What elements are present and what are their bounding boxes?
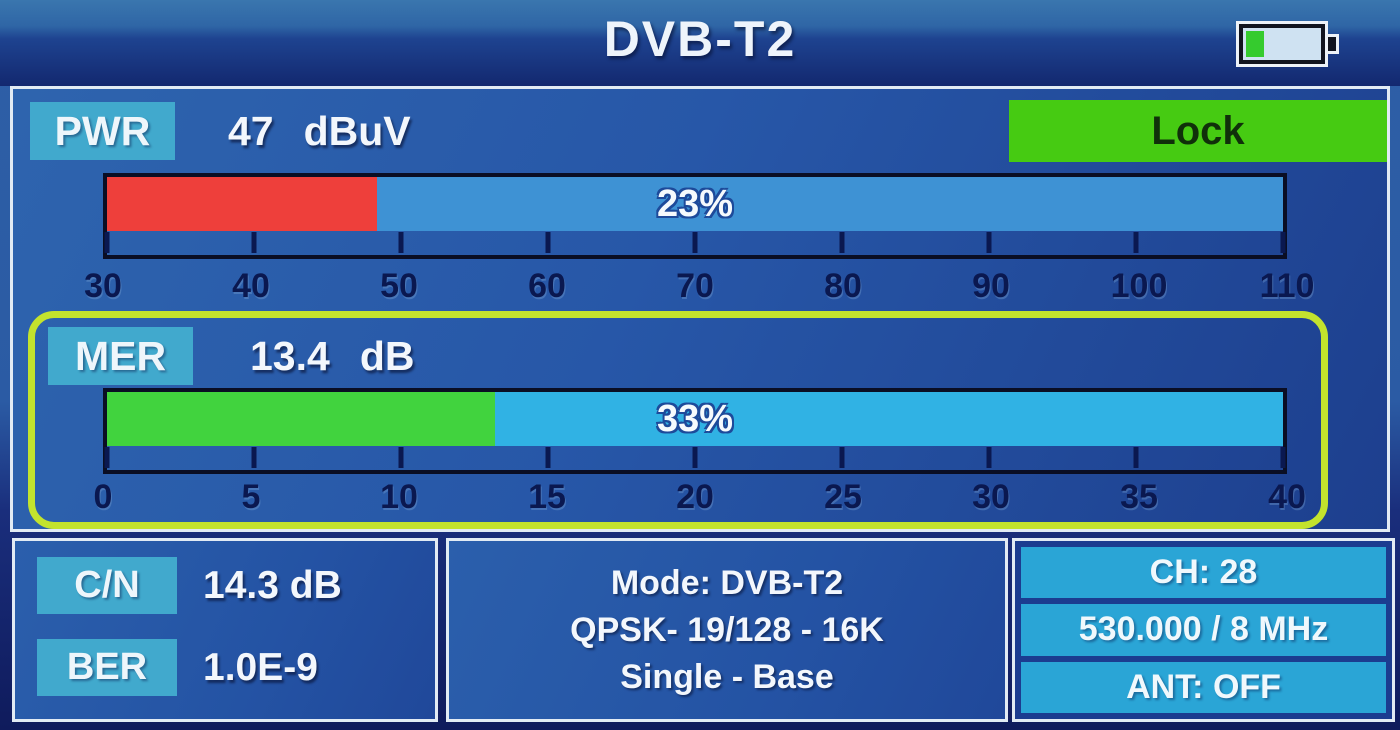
tick-mark [986, 232, 992, 253]
pwr-tick-strip [104, 231, 1286, 255]
tick-mark [104, 232, 110, 253]
scale-label: 35 [1120, 478, 1158, 516]
tick-mark [1280, 447, 1286, 468]
scale-label: 10 [380, 478, 418, 516]
scale-label: 40 [1268, 478, 1306, 516]
cn-value: 14.3 dB [203, 564, 342, 607]
tick-mark [398, 232, 404, 253]
mer-scale: 0 5 10 15 20 25 30 35 40 [94, 478, 1306, 516]
pwr-value-number: 47 [228, 108, 274, 154]
pwr-value-unit: dBuV [303, 108, 411, 154]
mer-bar: 33% [103, 388, 1287, 474]
pwr-bar: 23% [103, 173, 1287, 259]
scale-label: 25 [824, 478, 862, 516]
scale-label: 60 [528, 267, 566, 305]
tick-mark [692, 447, 698, 468]
scale-label: 5 [241, 478, 261, 516]
mer-bar-fill [107, 392, 496, 446]
battery-body [1239, 24, 1325, 64]
scale-label: 110 [1259, 267, 1315, 305]
mer-value: 13.4 dB [250, 327, 414, 385]
scale-label: 50 [380, 267, 418, 305]
tick-mark [104, 447, 110, 468]
pwr-bar-track: 23% [107, 177, 1283, 231]
battery-fill [1246, 31, 1264, 57]
pwr-bar-fill [107, 177, 378, 231]
tick-mark [1280, 232, 1286, 253]
pwr-value: 47 dBuV [228, 102, 411, 160]
mode-info-panel: Mode: DVB-T2 QPSK- 19/128 - 16K Single -… [446, 538, 1008, 722]
mer-bar-track: 33% [107, 392, 1283, 446]
scale-label: 30 [84, 267, 122, 305]
metering-panel: PWR 47 dBuV Lock 23% 30 40 50 60 70 80 90 100 110… [10, 86, 1390, 532]
pwr-scale: 30 40 50 60 70 80 90 100 110 [84, 267, 1314, 305]
cn-label-badge: C/N [37, 557, 177, 614]
scale-label: 100 [1110, 267, 1168, 305]
tick-mark [692, 232, 698, 253]
mer-highlight-group: MER 13.4 dB 33% 0 5 10 15 20 25 30 35 40 [28, 311, 1328, 529]
pwr-label-badge: PWR [30, 102, 175, 160]
battery-icon [1236, 21, 1339, 67]
tick-mark [839, 447, 845, 468]
tick-mark [986, 447, 992, 468]
antenna-power-row: ANT: OFF [1021, 661, 1386, 713]
page-title: DVB-T2 [603, 11, 797, 67]
scale-label: 40 [232, 267, 270, 305]
tick-mark [398, 447, 404, 468]
mer-label-badge: MER [48, 327, 193, 385]
frequency-row: 530.000 / 8 MHz [1021, 604, 1386, 656]
tick-mark [545, 232, 551, 253]
ber-value: 1.0E-9 [203, 646, 318, 689]
tick-mark [839, 232, 845, 253]
tick-mark [545, 447, 551, 468]
lock-status-badge: Lock [1009, 100, 1387, 162]
scale-label: 80 [824, 267, 862, 305]
mer-tick-strip [104, 446, 1286, 470]
modulation-line: QPSK- 19/128 - 16K [570, 610, 884, 649]
channel-number-row: CH: 28 [1021, 547, 1386, 599]
mode-info-lines: Mode: DVB-T2 QPSK- 19/128 - 16K Single -… [449, 541, 1005, 719]
signal-quality-panel: C/N 14.3 dB BER 1.0E-9 [12, 538, 438, 722]
scale-label: 90 [972, 267, 1010, 305]
pwr-bar-percent: 23% [656, 183, 734, 225]
scale-label: 0 [93, 478, 113, 516]
mer-value-number: 13.4 [250, 333, 330, 379]
scale-label: 20 [676, 478, 714, 516]
tick-mark [251, 232, 257, 253]
scale-label: 30 [972, 478, 1010, 516]
mer-value-unit: dB [359, 333, 415, 379]
mode-line: Mode: DVB-T2 [610, 563, 844, 602]
mer-bar-percent: 33% [656, 398, 734, 440]
header-bar: DVB-T2 [0, 0, 1400, 86]
scale-label: 15 [528, 478, 566, 516]
tick-mark [251, 447, 257, 468]
tick-mark [1133, 232, 1139, 253]
scale-label: 70 [676, 267, 714, 305]
tick-mark [1133, 447, 1139, 468]
channel-info-panel: CH: 28 530.000 / 8 MHz ANT: OFF [1012, 538, 1395, 722]
battery-terminal [1328, 34, 1339, 54]
profile-line: Single - Base [620, 657, 834, 696]
ber-label-badge: BER [37, 639, 177, 696]
